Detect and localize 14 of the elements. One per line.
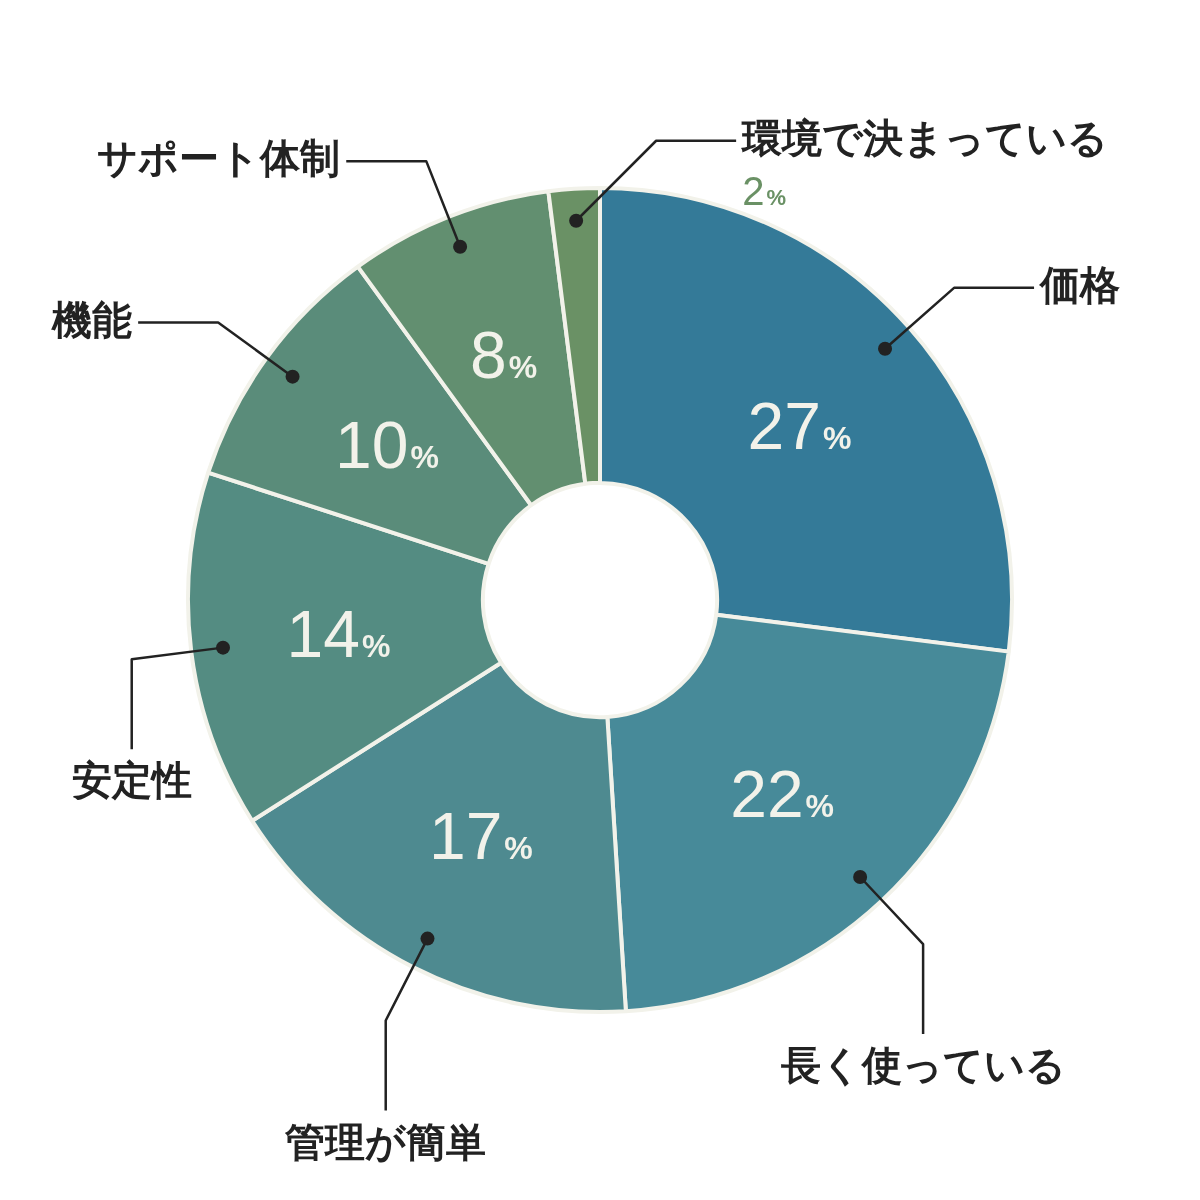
slice-label: 管理が簡単 <box>284 1119 487 1164</box>
data-label: 10% <box>335 408 439 483</box>
slice-label: 安定性 <box>71 758 192 803</box>
data-label: 2% <box>742 169 786 214</box>
slice-label: 価格 <box>1038 262 1121 307</box>
slice-label: 長く使っている <box>779 1043 1066 1088</box>
slice-label: サポート体制 <box>97 136 341 181</box>
data-label: 17% <box>428 799 533 874</box>
data-label: 14% <box>286 596 391 671</box>
data-label: 22% <box>730 756 835 831</box>
data-label: 8% <box>470 317 538 392</box>
slice-label: 環境で決まっている <box>740 115 1109 160</box>
data-label: 27% <box>747 388 852 463</box>
slice-label: 機能 <box>51 297 133 342</box>
